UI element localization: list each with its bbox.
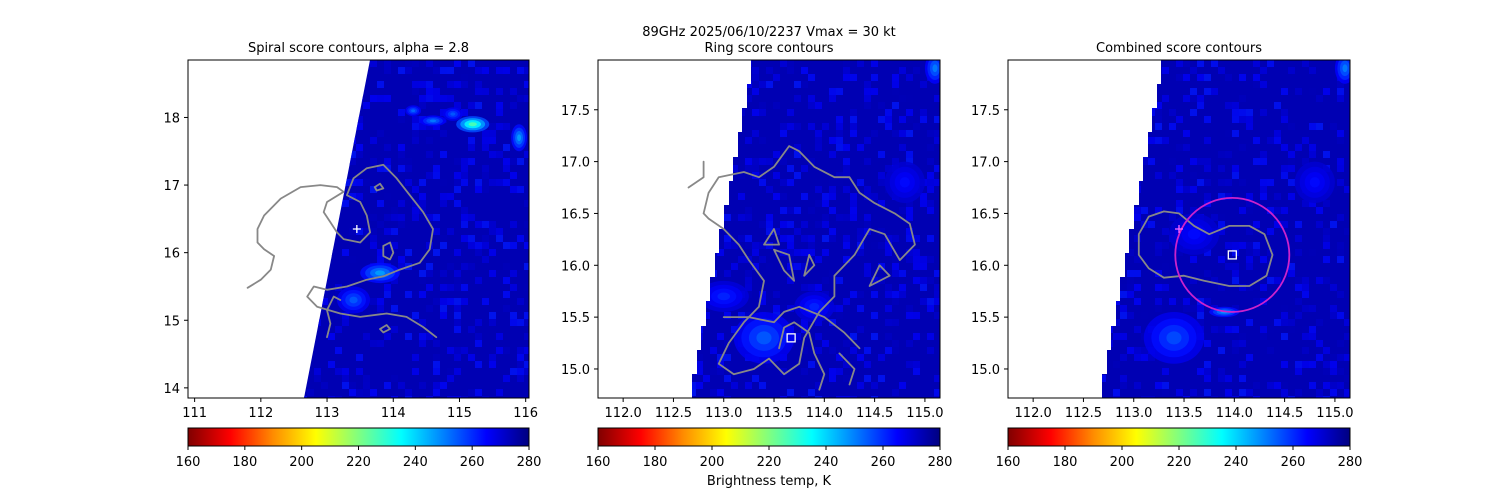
y-tick-label: 17.5 [561,104,590,119]
x-tick-label: 114.0 [1216,406,1253,421]
y-tick-label: 16 [163,247,180,262]
colorbar-tick-label: 260 [1281,455,1306,470]
score-contour [379,324,391,334]
colorbar-tick-label: 280 [517,455,542,470]
colorbar-tick-label: 240 [1224,455,1249,470]
colorbar-tick-label: 160 [176,455,201,470]
x-tick-label: 113.5 [755,406,792,421]
x-tick-label: 112.0 [1015,406,1052,421]
figure-suptitle: 89GHz 2025/06/10/2237 Vmax = 30 kt [642,25,896,40]
panel-1: Spiral score contours, alpha = 2.8 111 112… [163,41,541,470]
y-tick-label: 15 [163,314,180,329]
x-tick-label: 114 [381,406,406,421]
y-tick-label: 15.0 [971,363,1000,378]
x-tick-label: 114.5 [856,406,893,421]
panel-title: Ring score contours [704,41,833,56]
axes-frame [187,59,530,399]
x-tick-label: 114.5 [1266,406,1303,421]
score-contour [373,182,385,192]
colorbar-tick-label: 260 [871,455,896,470]
colorbar-tick-label: 220 [346,455,371,470]
y-tick-label: 17.0 [561,156,590,171]
colorbar-gradient [1007,427,1351,447]
colorbar-tick-label: 180 [643,455,668,470]
colorbar-tick-label: 240 [814,455,839,470]
y-tick-label: 18 [163,111,180,126]
colorbar-tick-label: 280 [1338,455,1363,470]
x-tick-label: 112.5 [655,406,692,421]
y-tick-label: 16.0 [561,259,590,274]
x-tick-label: 113.0 [705,406,742,421]
colorbar-tick-label: 160 [996,455,1021,470]
score-contour [838,352,856,386]
score-contour [382,241,395,261]
score-contour [702,145,916,376]
y-tick-label: 17.0 [971,156,1000,171]
colorbar: 160 180 200 220 240 260 280 [176,427,542,470]
plus-marker [352,225,361,233]
y-tick-label: 17.5 [971,104,1000,119]
x-tick-label: 114.0 [806,406,843,421]
colorbar-tick-label: 200 [289,455,314,470]
colorbar-tick-label: 220 [1167,455,1192,470]
score-contour [773,248,795,282]
x-tick-label: 113.0 [1115,406,1152,421]
y-tick-label: 15.5 [561,311,590,326]
score-contour [868,264,891,287]
score-contour [778,321,826,391]
colorbar-gradient [597,427,941,447]
x-tick-label: 115.0 [1316,406,1353,421]
y-tick-label: 16.5 [561,207,590,222]
score-contour [326,295,342,339]
x-tick-label: 115.0 [906,406,943,421]
plus-marker [1175,225,1183,233]
colorbar-tick-label: 280 [928,455,953,470]
score-contour [803,254,816,277]
score-contour [1137,210,1274,287]
y-tick-label: 16.0 [971,259,1000,274]
colorbar-tick-label: 260 [460,455,485,470]
colorbar-tick-label: 180 [1053,455,1078,470]
y-tick-label: 15.0 [561,363,590,378]
x-tick-label: 111 [182,406,207,421]
x-tick-label: 112.5 [1065,406,1102,421]
colorbar: 160 180 200 220 240 260 280 [996,427,1363,470]
axes-frame [597,59,941,399]
colorbar-tick-label: 240 [403,455,428,470]
x-tick-label: 113 [315,406,340,421]
colorbar-tick-label: 200 [700,455,725,470]
x-tick-label: 116 [513,406,538,421]
y-tick-label: 14 [163,382,180,397]
y-tick-label: 15.5 [971,311,1000,326]
center-circle [1174,196,1291,313]
x-tick-label: 115 [447,406,472,421]
x-tick-label: 113.5 [1165,406,1202,421]
score-contour [763,228,780,246]
panel-3: Combined score contours 112.0 112.5 113.0 11… [971,41,1362,470]
colorbar: 160 180 200 220 240 260 280 [586,427,953,470]
score-contour [687,160,705,189]
x-tick-label: 112 [248,406,273,421]
x-tick-label: 112.0 [605,406,642,421]
colorbar-tick-label: 180 [232,455,257,470]
y-tick-label: 17 [163,179,180,194]
colorbar-gradient [187,427,530,447]
score-contour [722,305,861,350]
panel-title: Combined score contours [1096,41,1262,56]
colorbar-tick-label: 160 [586,455,611,470]
colorbar-tick-label: 220 [757,455,782,470]
colorbar-tick-label: 200 [1110,455,1135,470]
square-marker [786,333,796,343]
square-marker [1227,250,1237,260]
panel-2: Ring score contours 112.0 112.5 113.0 113.5 1… [561,41,952,470]
y-tick-label: 16.5 [971,207,1000,222]
colorbar-label: Brightness temp, K [707,474,832,489]
panel-title: Spiral score contours, alpha = 2.8 [248,41,469,56]
axes-frame [1007,59,1351,399]
score-contour [246,163,438,339]
